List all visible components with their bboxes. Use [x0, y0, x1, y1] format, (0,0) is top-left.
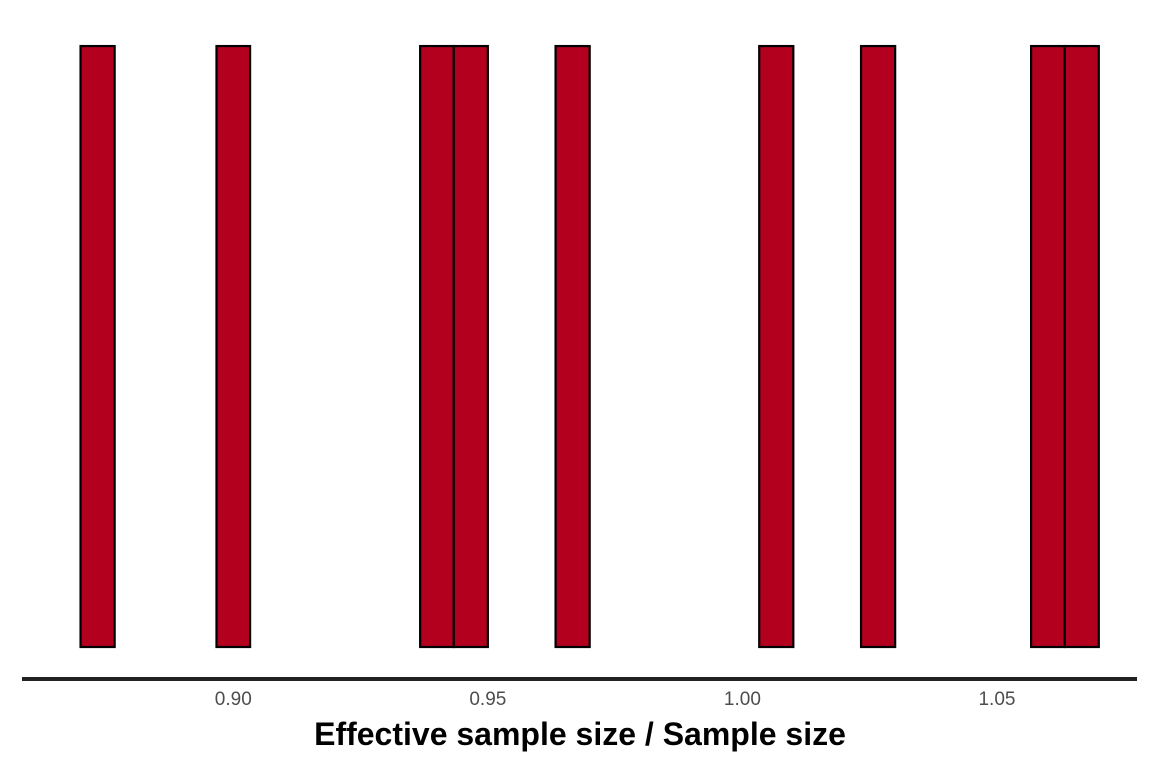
- histogram-bar: [554, 44, 591, 649]
- histogram-bars: [79, 44, 1100, 649]
- histogram-bar: [419, 44, 455, 649]
- histogram-bar: [452, 44, 489, 649]
- histogram-bar: [215, 44, 252, 649]
- x-tick-label: 1.00: [724, 689, 761, 710]
- x-axis-ticks: 0.90 0.95 1.00 1.05: [215, 689, 1016, 710]
- x-tick-label: 0.90: [215, 689, 252, 710]
- histogram-bar: [79, 44, 116, 649]
- x-axis-title: Effective sample size / Sample size: [314, 716, 846, 752]
- histogram-bar: [859, 44, 897, 649]
- histogram-bar: [1029, 44, 1066, 649]
- histogram-bar: [758, 44, 795, 649]
- histogram-bar: [1063, 44, 1100, 649]
- x-tick-label: 0.95: [469, 689, 506, 710]
- x-tick-label: 1.05: [978, 689, 1015, 710]
